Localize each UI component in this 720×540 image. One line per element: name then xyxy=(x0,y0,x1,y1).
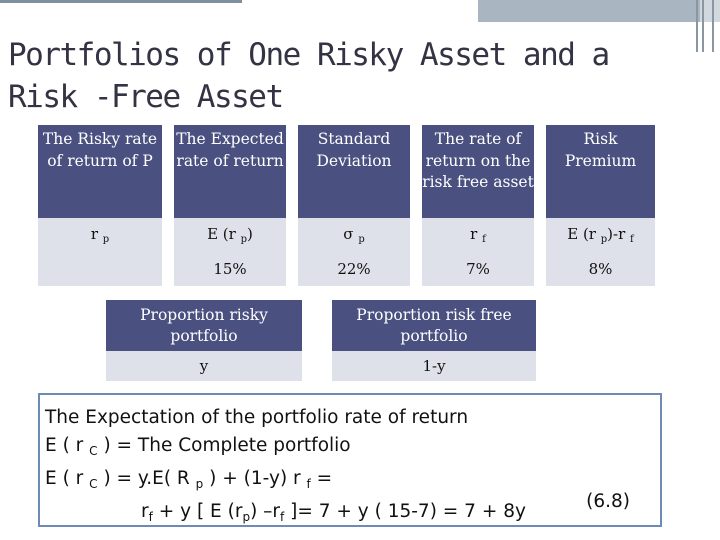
formula-line-intro: The Expectation of the portfolio rate of… xyxy=(45,407,469,428)
proportion-table: Proportion risky portfolio Proportion ri… xyxy=(106,300,536,381)
decoration-line xyxy=(702,0,704,52)
value-risk-free-rate: 7% xyxy=(422,252,534,286)
header-risk-free-rate: The rate of return on the risk free asse… xyxy=(422,125,534,218)
header-standard-deviation: Standard Deviation xyxy=(298,125,410,218)
header-decoration-edge xyxy=(0,0,242,3)
symbol-risk-free-rate: r f xyxy=(422,218,534,252)
formula-line-result: rf + y [ E (rp) –rf ]= 7 + y ( 15-7) = 7… xyxy=(141,501,526,524)
decoration-line xyxy=(696,0,698,52)
value-risk-premium: 8% xyxy=(546,252,655,286)
header-decoration-bar-light xyxy=(700,0,720,22)
symbol-expected-rate: E (r p) xyxy=(174,218,286,252)
header-expected-rate: The Expected rate of return xyxy=(174,125,286,218)
header-proportion-risky: Proportion risky portfolio xyxy=(106,300,302,351)
slide-title: Portfolios of One Risky Asset and a Risk… xyxy=(8,37,610,115)
value-proportion-risky: y xyxy=(106,351,302,381)
complete-portfolio-formula-box: The Expectation of the portfolio rate of… xyxy=(38,393,662,527)
risk-return-table: The Risky rate of return of P The Expect… xyxy=(38,125,655,286)
equation-number: (6.8) xyxy=(586,491,630,512)
value-standard-deviation: 22% xyxy=(298,252,410,286)
decoration-line xyxy=(712,0,714,52)
header-risky-rate: The Risky rate of return of P xyxy=(38,125,162,218)
value-risky-rate xyxy=(38,252,162,286)
formula-line-definition: E ( r C ) = The Complete portfolio xyxy=(45,435,351,458)
value-expected-rate: 15% xyxy=(174,252,286,286)
symbol-standard-deviation: σ p xyxy=(298,218,410,252)
header-proportion-risk-free: Proportion risk free portfolio xyxy=(332,300,536,351)
symbol-risky-rate: r p xyxy=(38,218,162,252)
header-decoration-bar xyxy=(478,0,700,22)
formula-line-expectation: E ( r C ) = y.E( R p ) + (1-y) r f = xyxy=(45,468,333,491)
symbol-risk-premium: E (r p)-r f xyxy=(546,218,655,252)
value-proportion-risk-free: 1-y xyxy=(332,351,536,381)
header-risk-premium: Risk Premium xyxy=(546,125,655,218)
